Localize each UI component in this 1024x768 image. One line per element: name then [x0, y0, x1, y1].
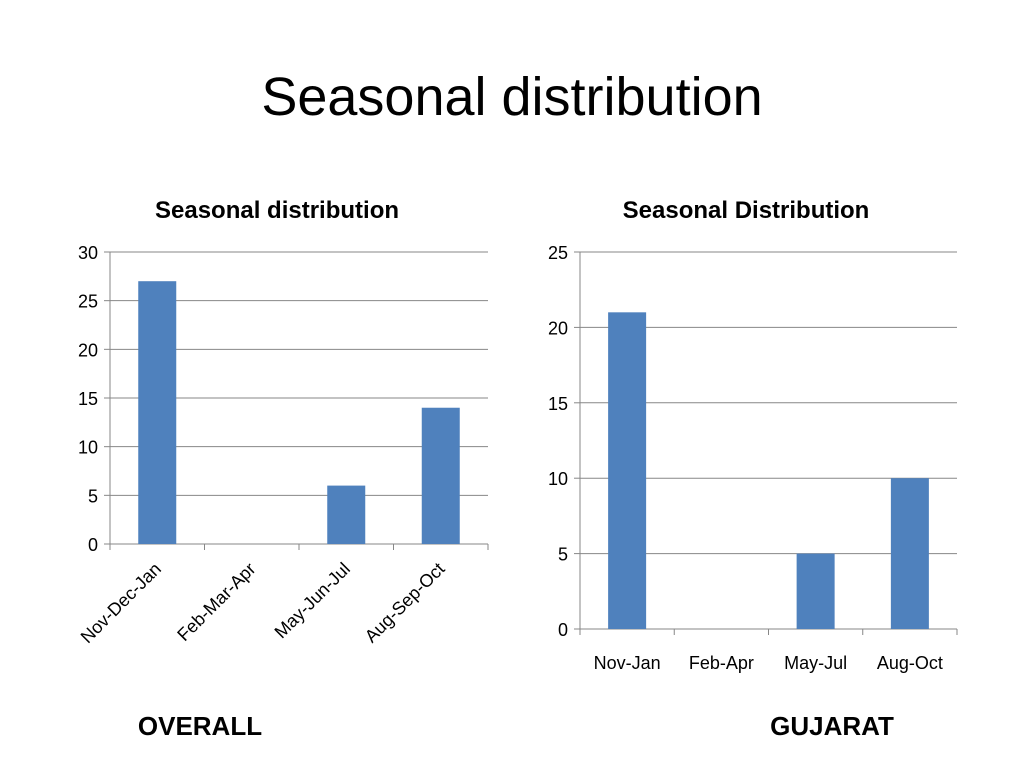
y-tick-label: 10	[548, 469, 568, 489]
chart-title: Seasonal Distribution	[623, 197, 870, 224]
caption-overall: OVERALL	[137, 711, 263, 741]
x-tick-label: Aug-Oct	[877, 653, 943, 673]
y-tick-label: 0	[558, 620, 568, 640]
x-tick-label: Feb-Apr	[689, 653, 754, 673]
bar-nov-jan	[608, 312, 647, 629]
y-tick-label: 25	[78, 292, 98, 312]
y-tick-label: 5	[558, 545, 568, 565]
y-tick-label: 15	[78, 389, 98, 409]
chart-title: Seasonal distribution	[155, 197, 399, 224]
y-tick-label: 20	[548, 318, 568, 338]
bar-nov-dec-jan	[138, 281, 177, 544]
bar-aug-oct	[890, 478, 929, 629]
chart-overall: Seasonal distribution051015202530Nov-Dec…	[77, 197, 489, 647]
y-tick-label: 15	[548, 394, 568, 414]
x-tick-label: May-Jul	[784, 653, 847, 673]
y-tick-label: 5	[88, 486, 98, 506]
bar-aug-sep-oct	[421, 407, 460, 544]
chart-gujarat: Seasonal Distribution 0 5 10 15 20 25 Nov-Jan Fe…	[548, 197, 958, 673]
bar-may-jun-jul	[327, 485, 366, 544]
x-tick-label: Nov-Jan	[594, 653, 661, 673]
bar-may-jul	[796, 553, 835, 629]
y-tick-label: 10	[78, 438, 98, 458]
y-tick-label: 25	[548, 243, 568, 263]
y-tick-label: 30	[78, 243, 98, 263]
y-tick-label: 20	[78, 340, 98, 360]
y-tick-label: 0	[88, 535, 98, 555]
slide-title: Seasonal distribution	[261, 67, 763, 127]
caption-gujarat: GUJARAT	[770, 711, 894, 741]
